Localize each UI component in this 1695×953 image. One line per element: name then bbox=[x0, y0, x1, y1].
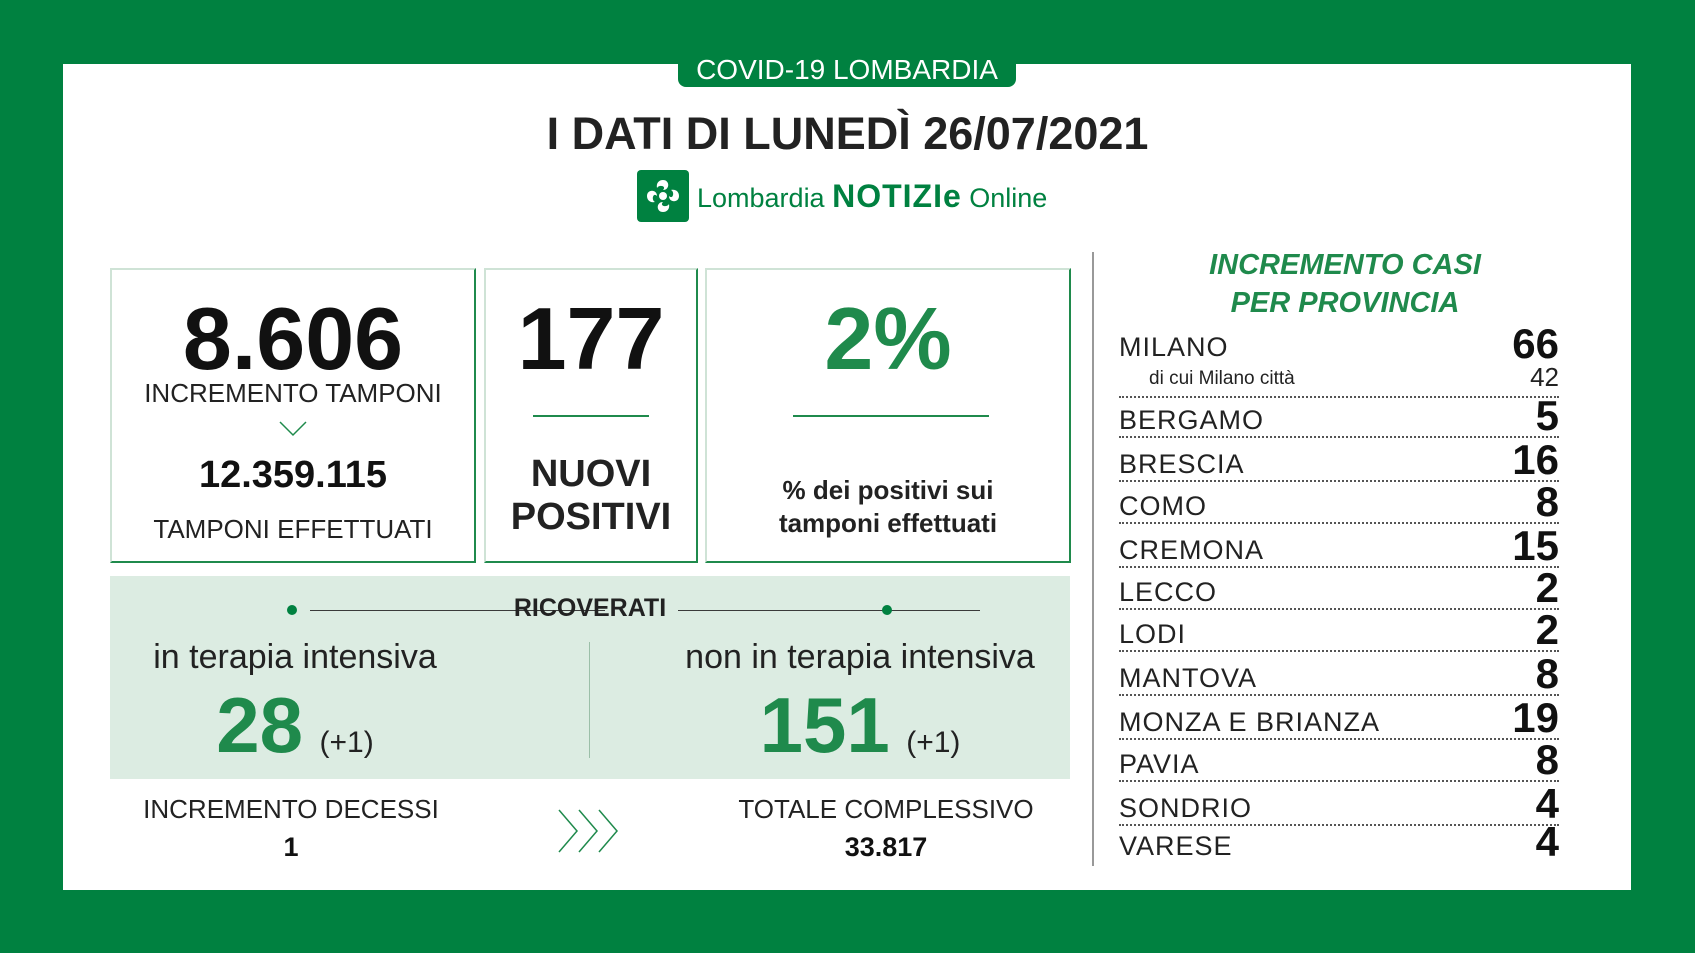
province-value: 8 bbox=[1535, 650, 1559, 697]
tamponi-total-value: 12.359.115 bbox=[198, 454, 388, 496]
logo-wordmark: Lombardia NOTIZIe Online bbox=[697, 178, 1047, 215]
province-name: BERGAMO bbox=[1119, 405, 1265, 435]
positivi-value: 177 bbox=[517, 289, 665, 388]
positivi-label-2: POSITIVI bbox=[510, 496, 672, 538]
province-name: VARESE bbox=[1119, 831, 1233, 861]
decessi-label: INCREMENTO DECESSI bbox=[143, 794, 439, 824]
chevron-down-icon bbox=[278, 420, 308, 443]
percent-box: 2% % dei positivi sui tamponi effettuati bbox=[705, 268, 1071, 563]
positivi-divider bbox=[533, 415, 649, 417]
ricoverati-panel: RICOVERATI in terapia intensiva 28 (+1) … bbox=[110, 576, 1070, 779]
nti-delta: (+1) bbox=[906, 726, 961, 759]
province-value: 5 bbox=[1535, 392, 1559, 439]
tagline-badge: COVID-19 LOMBARDIA bbox=[678, 52, 1016, 87]
tamponi-increment-value: 8.606 bbox=[182, 289, 404, 388]
province-name: MILANO bbox=[1119, 332, 1229, 362]
milano-city-value: 42 bbox=[1530, 362, 1559, 392]
province-row: MONZA E BRIANZA 19 bbox=[1119, 694, 1559, 741]
positivi-box: 177 NUOVI POSITIVI bbox=[484, 268, 698, 563]
province-name: PAVIA bbox=[1119, 749, 1200, 779]
province-value: 4 bbox=[1535, 818, 1559, 865]
province-row: CREMONA 15 bbox=[1119, 522, 1559, 569]
decessi-value: 1 bbox=[283, 832, 299, 862]
ricoverati-title: RICOVERATI bbox=[513, 594, 667, 622]
province-name: SONDRIO bbox=[1119, 793, 1253, 823]
province-name: BRESCIA bbox=[1119, 449, 1245, 479]
tamponi-total-label: TAMPONI EFFETTUATI bbox=[153, 514, 433, 544]
nti-value: 151 bbox=[759, 681, 890, 769]
province-value: 4 bbox=[1535, 780, 1559, 827]
nti-label: non in terapia intensiva bbox=[685, 638, 1035, 676]
province-title-1: INCREMENTO CASI bbox=[1209, 249, 1481, 281]
totale-value: 33.817 bbox=[844, 832, 928, 862]
province-value: 8 bbox=[1535, 478, 1559, 525]
province-separator bbox=[1092, 252, 1094, 866]
province-row: SONDRIO 4 bbox=[1119, 780, 1559, 827]
ti-value-group: 28 (+1) bbox=[110, 680, 480, 771]
percent-label-1: % dei positivi sui bbox=[782, 475, 994, 505]
province-title-2: PER PROVINCIA bbox=[1230, 287, 1460, 319]
province-value: 15 bbox=[1512, 522, 1559, 569]
ricoverati-dot-left bbox=[287, 605, 297, 615]
province-row: COMO 8 bbox=[1119, 478, 1559, 525]
ricoverati-separator bbox=[589, 642, 590, 758]
milano-city-label: di cui Milano città bbox=[1149, 368, 1295, 389]
logo-prefix: Lombardia bbox=[697, 182, 825, 213]
page-title: I DATI DI LUNEDÌ 26/07/2021 bbox=[546, 108, 1149, 159]
province-row: MANTOVA 8 bbox=[1119, 650, 1559, 697]
province-name: LECCO bbox=[1119, 577, 1218, 607]
totale-label: TOTALE COMPLESSIVO bbox=[738, 794, 1034, 824]
province-value: 8 bbox=[1535, 736, 1559, 783]
tamponi-box: 8.606 INCREMENTO TAMPONI 12.359.115 TAMP… bbox=[110, 268, 476, 563]
ricoverati-dot-right bbox=[882, 605, 892, 615]
lombardia-rose-icon bbox=[637, 170, 689, 222]
triple-chevron-right-icon bbox=[555, 804, 629, 863]
nti-value-group: 151 (+1) bbox=[670, 680, 1050, 771]
province-row: PAVIA 8 bbox=[1119, 736, 1559, 783]
percent-value: 2% bbox=[824, 289, 952, 388]
province-value: 19 bbox=[1512, 694, 1559, 741]
province-name: CREMONA bbox=[1119, 535, 1265, 565]
ti-value: 28 bbox=[216, 681, 304, 769]
province-row: LODI 2 bbox=[1119, 606, 1559, 653]
province-name: MONZA E BRIANZA bbox=[1119, 707, 1381, 737]
province-row: BERGAMO 5 bbox=[1119, 392, 1559, 439]
ti-label: in terapia intensiva bbox=[153, 638, 437, 676]
province-value: 16 bbox=[1512, 436, 1559, 483]
ricoverati-line-left bbox=[310, 610, 605, 611]
logo-main: NOTIZIe bbox=[832, 177, 962, 214]
province-row: BRESCIA 16 bbox=[1119, 436, 1559, 483]
province-name: MANTOVA bbox=[1119, 663, 1258, 693]
positivi-label-1: NUOVI bbox=[530, 453, 652, 495]
percent-label-2: tamponi effettuati bbox=[778, 508, 998, 538]
province-value: 2 bbox=[1535, 564, 1559, 611]
tamponi-increment-label: INCREMENTO TAMPONI bbox=[144, 378, 442, 408]
ricoverati-line-right bbox=[678, 610, 980, 611]
province-name: COMO bbox=[1119, 491, 1207, 521]
province-row: LECCO 2 bbox=[1119, 564, 1559, 611]
province-name: LODI bbox=[1119, 619, 1187, 649]
logo-suffix: Online bbox=[969, 182, 1048, 213]
province-title: INCREMENTO CASI PER PROVINCIA bbox=[1100, 246, 1590, 322]
province-row-milano: MILANO 66 di cui Milano città 42 bbox=[1119, 320, 1559, 398]
province-value: 66 bbox=[1512, 320, 1559, 367]
province-row: VARESE 4 bbox=[1119, 818, 1559, 865]
percent-divider bbox=[793, 415, 989, 417]
ti-delta: (+1) bbox=[319, 726, 374, 759]
brand-logo: Lombardia NOTIZIe Online bbox=[637, 170, 1047, 222]
province-value: 2 bbox=[1535, 606, 1559, 653]
